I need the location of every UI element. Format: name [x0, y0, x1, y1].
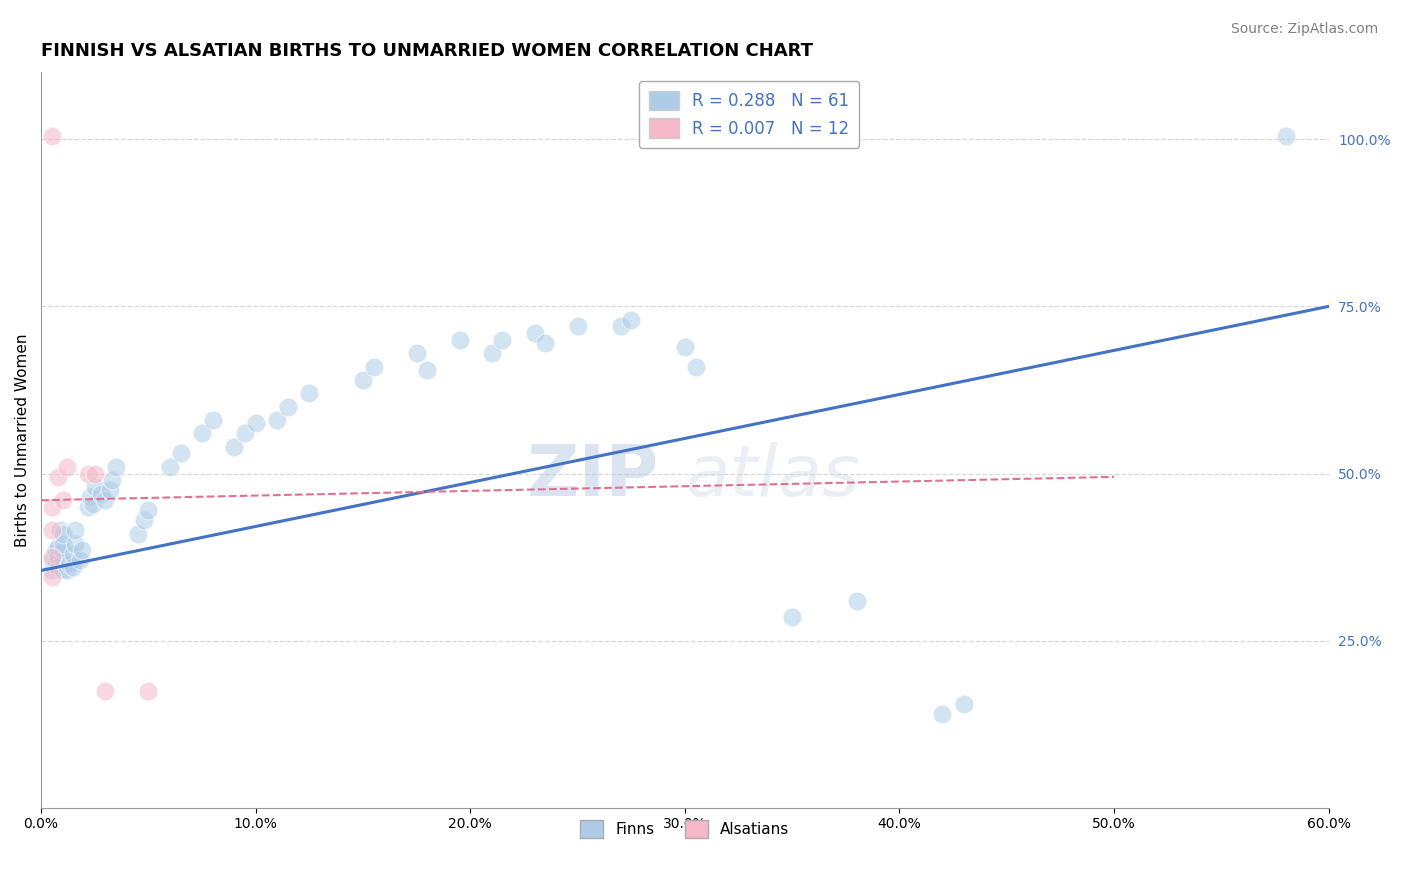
Point	[45, 557, 67, 571]
Point	[481, 346, 503, 360]
Text: FINNISH VS ALSATIAN BIRTHS TO UNMARRIED WOMEN CORRELATION CHART: FINNISH VS ALSATIAN BIRTHS TO UNMARRIED …	[41, 42, 813, 60]
Point	[45, 543, 67, 558]
Point	[105, 459, 128, 474]
Point	[83, 480, 105, 494]
Point	[79, 490, 101, 504]
Point	[46, 470, 69, 484]
Point	[169, 446, 191, 460]
Point	[52, 553, 75, 567]
Point	[191, 426, 214, 441]
Point	[56, 459, 79, 474]
Point	[138, 683, 160, 698]
Point	[298, 386, 321, 401]
Point	[77, 467, 100, 481]
Point	[82, 497, 104, 511]
Point	[58, 557, 80, 571]
Point	[41, 550, 63, 565]
Point	[101, 473, 124, 487]
Point	[56, 564, 79, 578]
Point	[277, 400, 299, 414]
Point	[159, 459, 181, 474]
Point	[41, 524, 63, 538]
Point	[405, 346, 427, 360]
Point	[41, 553, 63, 567]
Point	[46, 540, 69, 554]
Point	[685, 359, 707, 374]
Point	[46, 550, 69, 565]
Point	[65, 537, 87, 551]
Point	[620, 312, 643, 326]
Point	[52, 493, 75, 508]
Point	[245, 417, 267, 431]
Point	[83, 467, 105, 481]
Point	[953, 697, 976, 711]
Text: Source: ZipAtlas.com: Source: ZipAtlas.com	[1230, 22, 1378, 37]
Point	[416, 363, 439, 377]
Point	[132, 513, 155, 527]
Point	[567, 319, 589, 334]
Point	[98, 483, 121, 498]
Point	[780, 610, 803, 624]
Point	[41, 500, 63, 514]
Point	[233, 426, 256, 441]
Point	[49, 524, 72, 538]
Point	[94, 683, 117, 698]
Text: atlas: atlas	[685, 442, 859, 511]
Point	[52, 526, 75, 541]
Point	[52, 543, 75, 558]
Text: ZIP: ZIP	[527, 442, 659, 511]
Point	[363, 359, 385, 374]
Point	[224, 440, 246, 454]
Point	[127, 526, 149, 541]
Point	[41, 564, 63, 578]
Point	[52, 564, 75, 578]
Point	[449, 333, 471, 347]
Point	[201, 413, 224, 427]
Point	[352, 373, 374, 387]
Point	[94, 493, 117, 508]
Point	[77, 500, 100, 514]
Point	[609, 319, 631, 334]
Point	[69, 553, 91, 567]
Point	[931, 707, 953, 722]
Point	[62, 560, 84, 574]
Point	[90, 486, 112, 500]
Point	[46, 560, 69, 574]
Y-axis label: Births to Unmarried Women: Births to Unmarried Women	[15, 334, 30, 547]
Point	[523, 326, 546, 340]
Point	[845, 593, 868, 607]
Point	[138, 503, 160, 517]
Legend: Finns, Alsatians: Finns, Alsatians	[574, 814, 796, 844]
Point	[534, 336, 557, 351]
Point	[41, 128, 63, 143]
Point	[266, 413, 288, 427]
Point	[491, 333, 513, 347]
Point	[673, 339, 696, 353]
Point	[1274, 128, 1296, 143]
Point	[62, 547, 84, 561]
Point	[52, 537, 75, 551]
Point	[65, 524, 87, 538]
Point	[70, 543, 93, 558]
Point	[41, 570, 63, 584]
